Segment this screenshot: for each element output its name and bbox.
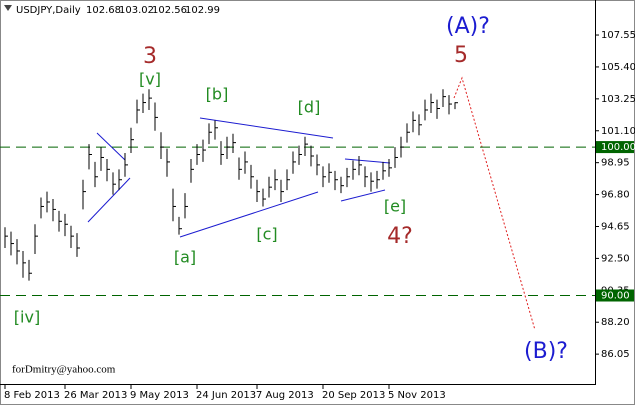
quote-value: 102.68 bbox=[86, 5, 121, 16]
y-tick-label: 105.40 bbox=[601, 62, 635, 73]
x-tick-label: 20 Sep 2013 bbox=[322, 390, 385, 401]
wave-label: [v] bbox=[139, 70, 161, 89]
projection-line bbox=[453, 76, 536, 331]
y-tick-label: 98.95 bbox=[601, 158, 630, 169]
y-tick-label: 107.55 bbox=[601, 30, 635, 41]
trendlines bbox=[87, 117, 391, 238]
wave-label: 4? bbox=[387, 224, 413, 249]
wave-label: [c] bbox=[256, 225, 277, 244]
x-tick-label: 8 Feb 2013 bbox=[4, 390, 60, 401]
y-tick-label: 96.80 bbox=[601, 190, 630, 201]
trendline bbox=[179, 191, 319, 238]
y-tick-label: 86.05 bbox=[601, 349, 630, 360]
quote-value: 103.02 bbox=[119, 5, 154, 16]
trendline bbox=[96, 132, 126, 161]
x-tick-label: 7 Aug 2013 bbox=[256, 390, 314, 401]
quote-value: 102.99 bbox=[185, 5, 220, 16]
y-tick-label: 92.50 bbox=[601, 253, 630, 264]
trendline bbox=[199, 117, 334, 139]
x-tick-label: 5 Nov 2013 bbox=[388, 390, 446, 401]
symbol-label: USDJPY,Daily bbox=[16, 5, 81, 16]
level-label-box bbox=[596, 289, 634, 302]
level-label: 90.00 bbox=[601, 291, 630, 302]
x-tick-label: 26 Mar 2013 bbox=[64, 390, 127, 401]
trendline bbox=[340, 189, 386, 202]
wave-label: (A)? bbox=[446, 14, 490, 39]
level-label: 100.00 bbox=[601, 142, 635, 153]
y-tick-label: 94.65 bbox=[601, 221, 630, 232]
y-tick-label: 101.10 bbox=[601, 126, 635, 137]
level-label-box bbox=[596, 141, 634, 154]
wave-label: [d] bbox=[298, 98, 321, 117]
wave-label: 5 bbox=[454, 43, 468, 68]
x-tick-label: 24 Jun 2013 bbox=[196, 390, 256, 401]
watermark: forDmitry@yahoo.com bbox=[12, 364, 116, 376]
wave-label: [b] bbox=[206, 85, 229, 104]
y-tick-label: 88.20 bbox=[601, 317, 630, 328]
x-tick-label: 9 May 2013 bbox=[130, 390, 189, 401]
wave-label: [a] bbox=[174, 248, 196, 267]
menu-icon[interactable] bbox=[4, 5, 12, 11]
wave-label: 3 bbox=[143, 44, 157, 69]
wave-label: [e] bbox=[384, 197, 406, 216]
y-tick-label: 103.25 bbox=[601, 94, 635, 105]
trendline bbox=[87, 177, 131, 223]
wave-label: (B)? bbox=[524, 339, 568, 364]
wave-label: [iv] bbox=[14, 308, 40, 327]
quote-value: 102.56 bbox=[152, 5, 187, 16]
